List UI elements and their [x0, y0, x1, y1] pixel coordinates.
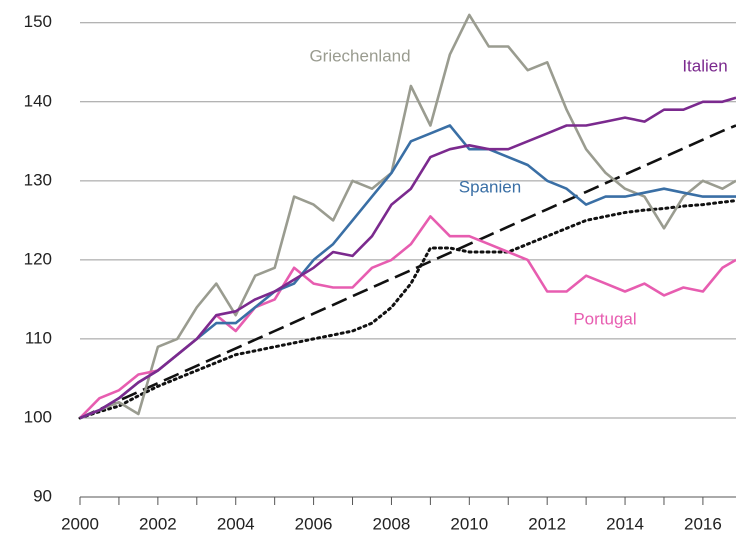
- x-tick-label: 2016: [684, 514, 722, 533]
- x-tick-label: 2000: [61, 514, 99, 533]
- series-label: Griechenland: [309, 46, 410, 65]
- y-tick-label: 90: [33, 486, 52, 505]
- y-tick-label: 140: [24, 91, 52, 110]
- x-tick-label: 2006: [295, 514, 333, 533]
- y-tick-label: 110: [25, 328, 52, 347]
- series-line: [79, 215, 736, 419]
- series-line: [79, 13, 736, 420]
- x-tick-label: 2008: [373, 514, 411, 533]
- series-label: Portugal: [573, 309, 636, 328]
- y-tick-label: 150: [24, 12, 52, 31]
- x-tick-label: 2010: [450, 514, 488, 533]
- series-label: Italien: [682, 56, 727, 75]
- y-tick-label: 100: [24, 407, 52, 426]
- series-line: [79, 96, 736, 420]
- y-tick-label: 120: [24, 249, 52, 268]
- series-line: [78, 199, 736, 420]
- x-tick-label: 2004: [217, 514, 255, 533]
- series-line: [79, 124, 736, 420]
- x-tick-label: 2002: [139, 514, 177, 533]
- x-tick-label: 2012: [528, 514, 566, 533]
- series-label: Spanien: [459, 177, 521, 196]
- y-tick-label: 130: [24, 170, 52, 189]
- x-tick-label: 2014: [606, 514, 644, 533]
